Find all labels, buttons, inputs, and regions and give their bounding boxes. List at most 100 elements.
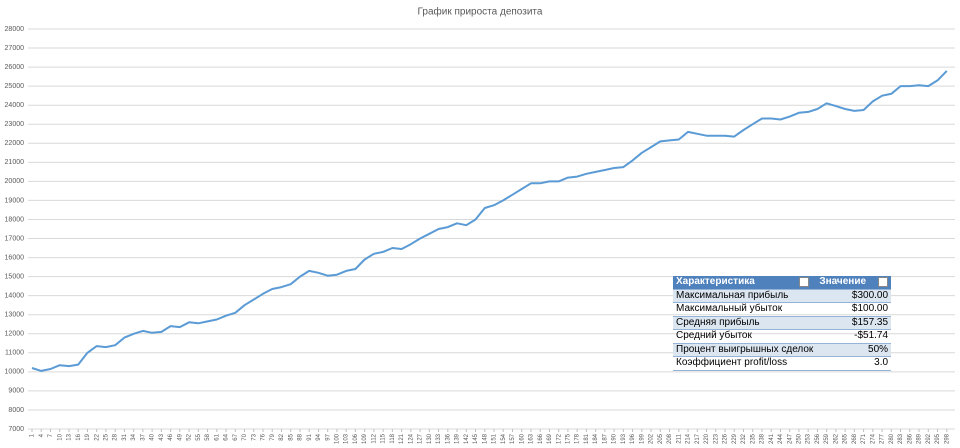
x-tick-label: 79 <box>270 433 276 440</box>
x-tick-label: 274 <box>870 433 876 444</box>
x-tick-label: 76 <box>261 433 267 440</box>
x-tick-label: 67 <box>233 433 239 440</box>
x-tick-label: 283 <box>898 433 904 444</box>
x-tick-label: 142 <box>464 433 470 444</box>
x-tick-label: 31 <box>122 433 128 440</box>
x-tick-label: 43 <box>159 433 165 440</box>
label-cell: Максимальный убыток <box>673 302 817 317</box>
x-tick-label: 55 <box>196 433 202 440</box>
x-tick-label: 52 <box>187 433 193 440</box>
x-tick-label: 181 <box>584 433 590 444</box>
x-tick-label: 16 <box>76 433 82 440</box>
stats-table: Характеристика Значение Максимальная при… <box>673 276 892 371</box>
x-tick-label: 217 <box>695 433 701 444</box>
table-row: Средний убыток -$51.74 <box>673 329 892 344</box>
x-tick-label: 19 <box>85 433 91 440</box>
x-tick-label: 193 <box>621 433 627 444</box>
x-tick-label: 157 <box>510 433 516 444</box>
x-tick-label: 223 <box>713 433 719 444</box>
chart-title: График прироста депозита <box>418 6 543 18</box>
x-tick-label: 244 <box>778 433 784 444</box>
x-tick-label: 115 <box>381 433 387 443</box>
table-row: Коэффициент profit/loss 3.0 <box>673 356 892 371</box>
x-tick-label: 154 <box>501 433 507 444</box>
x-tick-label: 268 <box>852 433 858 444</box>
x-tick-label: 49 <box>177 433 183 440</box>
x-tick-label: 247 <box>787 433 793 444</box>
x-tick-label: 70 <box>242 433 248 440</box>
value-cell: $100.00 <box>816 302 892 317</box>
x-tick-label: 10 <box>57 433 63 440</box>
x-tick-label: 4 <box>39 433 45 437</box>
x-tick-label: 226 <box>723 433 729 444</box>
filter-button[interactable] <box>798 276 809 287</box>
x-tick-label: 298 <box>944 433 950 444</box>
y-tick-label: 27000 <box>5 45 25 52</box>
x-tick-label: 220 <box>704 433 710 444</box>
x-tick-label: 199 <box>639 433 645 444</box>
x-tick-label: 214 <box>686 433 692 444</box>
y-tick-label: 9000 <box>8 388 24 395</box>
y-tick-label: 11000 <box>5 350 24 357</box>
x-tick-label: 1 <box>30 433 36 437</box>
x-tick-label: 184 <box>593 433 599 444</box>
x-tick-label: 211 <box>676 433 682 443</box>
x-tick-label: 139 <box>455 433 461 444</box>
x-tick-label: 148 <box>482 433 488 444</box>
x-tick-label: 208 <box>667 433 673 444</box>
y-tick-label: 24000 <box>5 102 25 109</box>
x-tick-label: 7 <box>48 433 54 437</box>
x-tick-label: 259 <box>824 433 830 444</box>
table-row: Максимальный убыток $100.00 <box>673 302 892 317</box>
header-cell: Характеристика <box>673 276 817 290</box>
x-tick-label: 187 <box>602 433 608 444</box>
x-tick-label: 151 <box>492 433 498 444</box>
y-tick-label: 23000 <box>5 121 25 128</box>
x-tick-label: 100 <box>334 433 340 444</box>
label-cell: Максимальная прибыль <box>673 289 817 303</box>
x-tick-label: 13 <box>67 433 73 440</box>
x-tick-label: 46 <box>168 433 174 440</box>
y-tick-label: 21000 <box>5 159 25 166</box>
x-tick-label: 262 <box>833 433 839 444</box>
x-tick-label: 292 <box>926 433 932 444</box>
value-cell: $300.00 <box>816 289 892 303</box>
x-tick-label: 178 <box>575 433 581 444</box>
x-tick-label: 205 <box>658 433 664 444</box>
x-tick-label: 130 <box>427 433 433 444</box>
x-tick-label: 145 <box>473 433 479 444</box>
x-tick-label: 28 <box>113 433 119 440</box>
x-tick-label: 160 <box>519 433 525 444</box>
x-tick-label: 175 <box>565 433 571 444</box>
y-tick-label: 19000 <box>5 197 25 204</box>
x-tick-label: 94 <box>316 433 322 440</box>
x-tick-label: 121 <box>399 433 405 444</box>
label-cell: Процент выигрышных сделок <box>673 343 817 357</box>
y-tick-label: 18000 <box>5 216 25 223</box>
table-row: Максимальная прибыль $300.00 <box>673 289 892 303</box>
x-tick-label: 166 <box>538 433 544 444</box>
value-cell: 50% <box>816 343 892 357</box>
value-cell: -$51.74 <box>816 329 892 344</box>
x-tick-label: 73 <box>251 433 257 440</box>
header-text: Характеристика <box>676 276 755 288</box>
x-tick-label: 109 <box>362 433 368 444</box>
x-tick-label: 64 <box>224 433 230 440</box>
filter-button[interactable] <box>878 276 889 287</box>
table-row: Средняя прибыль $157.35 <box>673 316 892 330</box>
y-tick-label: 28000 <box>5 26 25 33</box>
x-tick-label: 250 <box>796 433 802 444</box>
y-tick-label: 20000 <box>5 178 25 185</box>
x-tick-label: 61 <box>214 433 220 440</box>
x-tick-label: 37 <box>140 433 146 440</box>
x-tick-label: 103 <box>344 433 350 444</box>
y-tick-label: 8000 <box>8 407 24 414</box>
x-tick-label: 106 <box>353 433 359 444</box>
x-tick-label: 196 <box>630 433 636 444</box>
x-tick-label: 34 <box>131 433 137 440</box>
y-tick-label: 7000 <box>8 426 24 433</box>
x-tick-label: 295 <box>935 433 941 444</box>
x-tick-label: 202 <box>649 433 655 444</box>
